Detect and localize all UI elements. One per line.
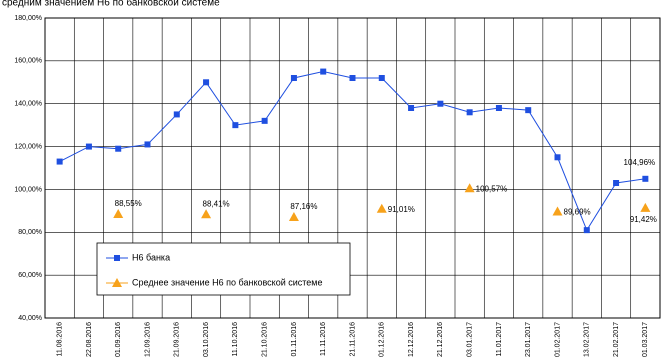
- marker: [376, 203, 387, 213]
- marker: [85, 143, 92, 150]
- y-tick-label: 180,00%: [14, 15, 42, 22]
- data-label: 87,16%: [290, 202, 317, 211]
- legend-box: [96, 242, 351, 296]
- marker: [203, 79, 210, 86]
- y-tick-label: 120,00%: [14, 143, 42, 150]
- x-tick-label: 21.10.2016: [261, 322, 268, 357]
- data-label: 89,69%: [564, 208, 591, 217]
- marker: [583, 227, 590, 234]
- marker: [144, 141, 151, 148]
- x-tick-label: 11.11.2016: [320, 322, 327, 356]
- legend-label: Н6 банка: [132, 252, 170, 262]
- legend-label: Среднее значение Н6 по банковской систем…: [132, 277, 323, 287]
- marker: [464, 183, 475, 193]
- x-tick-label: 03.10.2016: [203, 322, 210, 357]
- marker: [173, 111, 180, 118]
- chart-title: средним значением Н6 по банковской систе…: [2, 0, 220, 9]
- x-tick-label: 01.09.2016: [115, 322, 122, 357]
- y-tick-label: 140,00%: [14, 101, 42, 108]
- x-tick-label: 12.12.2016: [408, 322, 415, 357]
- marker: [115, 145, 122, 152]
- data-label: 104,96%: [624, 158, 656, 167]
- marker: [290, 75, 297, 81]
- marker: [113, 208, 124, 218]
- x-tick-label: 21.11.2016: [349, 322, 356, 357]
- marker: [320, 68, 327, 75]
- marker: [114, 255, 120, 261]
- marker: [56, 158, 63, 165]
- x-tick-label: 22.08.2016: [86, 322, 93, 357]
- x-tick-label: 11.08.2016: [56, 322, 63, 357]
- x-tick-label: 03.01.2017: [466, 322, 473, 357]
- marker: [613, 180, 620, 186]
- marker: [495, 105, 502, 111]
- marker: [349, 75, 356, 81]
- x-tick-label: 01.02.2017: [554, 322, 561, 357]
- y-tick-label: 80,00%: [18, 229, 42, 236]
- x-tick-label: 11.10.2016: [232, 322, 239, 357]
- x-tick-label: 21.09.2016: [174, 322, 181, 357]
- x-tick-label: 01.11.2016: [291, 322, 298, 357]
- data-label: 88,55%: [115, 199, 142, 208]
- marker: [201, 209, 212, 219]
- marker: [232, 122, 239, 129]
- marker: [437, 100, 444, 107]
- x-tick-label: 21.12.2016: [437, 322, 444, 357]
- x-tick-label: 11.01.2017: [496, 322, 503, 357]
- x-tick-label: 12.09.2016: [144, 322, 151, 357]
- marker: [552, 206, 563, 216]
- marker: [640, 202, 651, 212]
- data-label: 91,42%: [630, 215, 657, 224]
- y-tick-label: 100,00%: [14, 186, 42, 193]
- y-tick-label: 40,00%: [18, 315, 42, 322]
- x-tick-label: 01.12.2016: [379, 322, 386, 357]
- y-tick-label: 160,00%: [14, 58, 42, 65]
- data-label: 88,41%: [203, 199, 230, 208]
- data-label: 100,57%: [476, 184, 508, 193]
- x-tick-label: 21.02.2017: [613, 322, 620, 357]
- x-tick-label: 13.02.2017: [584, 322, 591, 357]
- data-label: 91,01%: [388, 205, 415, 214]
- x-tick-label: 01.03.2017: [642, 322, 649, 357]
- x-tick-label: 23.01.2017: [525, 322, 532, 357]
- marker: [378, 75, 385, 81]
- marker: [642, 175, 649, 182]
- marker: [466, 109, 473, 116]
- marker: [554, 154, 561, 161]
- y-tick-label: 60,00%: [18, 272, 42, 279]
- marker: [112, 278, 122, 287]
- marker: [288, 211, 299, 221]
- marker: [408, 105, 415, 111]
- marker: [261, 117, 268, 124]
- marker: [525, 107, 532, 114]
- legend: Н6 банка Среднее значение Н6 по банковско…: [96, 242, 351, 296]
